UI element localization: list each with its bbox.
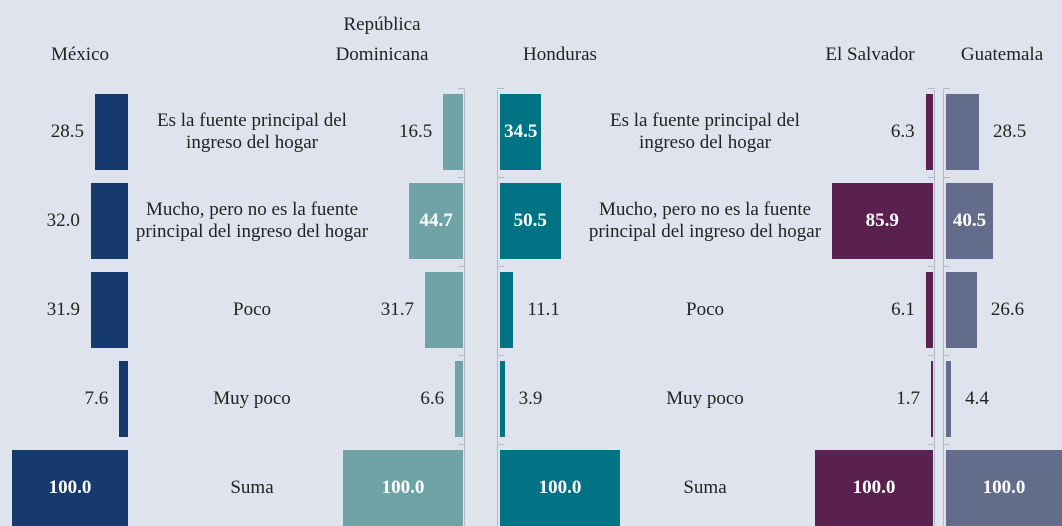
category-label: Poco bbox=[233, 299, 271, 320]
axis-tick bbox=[943, 444, 950, 445]
bar bbox=[409, 183, 463, 259]
bar bbox=[119, 361, 128, 437]
bar bbox=[90, 272, 128, 348]
legend-label: República Dominicana bbox=[335, 14, 429, 65]
value-label: 3.9 bbox=[518, 388, 543, 409]
legend-label: El Salvador bbox=[825, 44, 915, 65]
axis-tick bbox=[928, 444, 935, 445]
bar bbox=[815, 450, 933, 526]
axis-tick bbox=[497, 444, 504, 445]
value-label: 11.1 bbox=[527, 299, 560, 320]
bar bbox=[455, 361, 463, 437]
axis-tick bbox=[928, 266, 935, 267]
value-label: 100.0 bbox=[982, 477, 1026, 498]
axis-tick bbox=[943, 355, 950, 356]
category-label: Muy poco bbox=[213, 388, 291, 409]
axis-tick bbox=[928, 177, 935, 178]
axis-line bbox=[464, 90, 465, 526]
category-label: Es la fuente principal del ingreso del h… bbox=[157, 110, 347, 153]
bar bbox=[90, 183, 128, 259]
value-label: 26.6 bbox=[990, 299, 1025, 320]
bar bbox=[946, 183, 993, 259]
value-label: 85.9 bbox=[865, 210, 899, 231]
category-label: Mucho, pero no es la fuente principal de… bbox=[588, 199, 822, 242]
category-label: Suma bbox=[683, 477, 727, 498]
bar bbox=[500, 272, 514, 348]
bar bbox=[500, 450, 620, 526]
bar bbox=[94, 94, 128, 170]
axis-tick bbox=[497, 88, 504, 89]
axis-tick bbox=[943, 177, 950, 178]
bar bbox=[500, 94, 542, 170]
value-label: 31.9 bbox=[46, 299, 80, 320]
value-label: 34.5 bbox=[504, 121, 538, 142]
legend-label: Honduras bbox=[523, 44, 597, 65]
category-label: Poco bbox=[686, 299, 724, 320]
bar bbox=[343, 450, 463, 526]
axis-line bbox=[943, 90, 944, 526]
axis-tick bbox=[497, 355, 504, 356]
bar bbox=[443, 94, 463, 170]
bar bbox=[12, 450, 128, 526]
value-label: 6.1 bbox=[891, 299, 915, 320]
axis-tick bbox=[458, 355, 465, 356]
bar bbox=[925, 94, 933, 170]
value-label: 31.7 bbox=[380, 299, 414, 320]
value-label: 6.3 bbox=[890, 121, 915, 142]
value-label: 100.0 bbox=[538, 477, 582, 498]
category-label: Muy poco bbox=[666, 388, 744, 409]
value-label: 100.0 bbox=[852, 477, 896, 498]
axis-tick bbox=[458, 177, 465, 178]
axis-tick bbox=[497, 177, 504, 178]
bar bbox=[946, 94, 980, 170]
bar bbox=[946, 361, 952, 437]
value-label: 28.5 bbox=[993, 121, 1027, 142]
axis-tick bbox=[458, 444, 465, 445]
legend-label: México bbox=[50, 44, 110, 65]
bar bbox=[831, 183, 933, 259]
value-label: 32.0 bbox=[46, 210, 80, 231]
axis-line bbox=[497, 90, 498, 526]
category-label: Suma bbox=[230, 477, 274, 498]
bar bbox=[500, 183, 561, 259]
value-label: 28.5 bbox=[50, 121, 84, 142]
value-label: 6.6 bbox=[420, 388, 445, 409]
axis-tick bbox=[928, 88, 935, 89]
axis-tick bbox=[497, 266, 504, 267]
value-label: 1.7 bbox=[896, 388, 920, 409]
bar bbox=[946, 272, 977, 348]
axis-tick bbox=[943, 266, 950, 267]
value-label: 7.6 bbox=[84, 388, 109, 409]
bar bbox=[500, 361, 505, 437]
bar bbox=[424, 272, 463, 348]
axis-line bbox=[934, 90, 935, 526]
axis-tick bbox=[458, 88, 465, 89]
value-label: 100.0 bbox=[381, 477, 425, 498]
axis-tick bbox=[458, 266, 465, 267]
legend-label: Guatemala bbox=[960, 44, 1044, 65]
value-label: 44.7 bbox=[419, 210, 453, 231]
value-label: 16.5 bbox=[398, 121, 433, 142]
category-label: Es la fuente principal del ingreso del h… bbox=[610, 110, 800, 153]
bar bbox=[930, 361, 933, 437]
bar bbox=[925, 272, 933, 348]
axis-tick bbox=[928, 355, 935, 356]
value-label: 40.5 bbox=[952, 210, 987, 231]
value-label: 4.4 bbox=[965, 388, 989, 409]
value-label: 100.0 bbox=[48, 477, 92, 498]
value-label: 50.5 bbox=[513, 210, 547, 231]
axis-tick bbox=[943, 88, 950, 89]
category-label: Mucho, pero no es la fuente principal de… bbox=[135, 199, 369, 242]
bar bbox=[946, 450, 1062, 526]
